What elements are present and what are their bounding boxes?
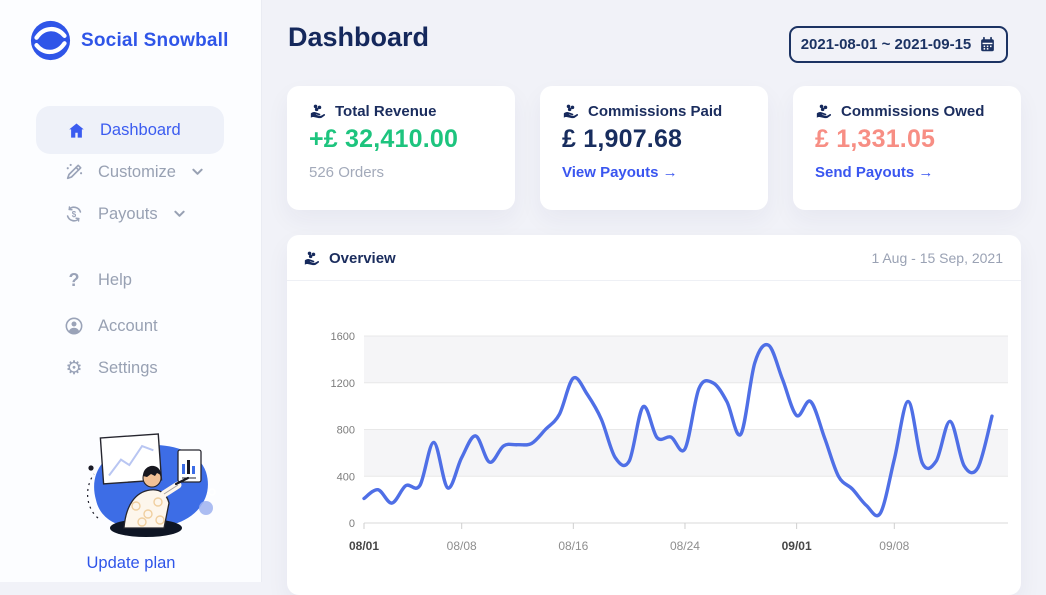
svg-text:400: 400 <box>337 471 355 483</box>
page-title: Dashboard <box>288 22 430 52</box>
overview-card: Overview 1 Aug - 15 Sep, 2021 0 400 800 120… <box>287 235 1021 595</box>
svg-text:08/24: 08/24 <box>670 539 700 553</box>
brand-logo[interactable]: Social Snowball <box>30 20 229 61</box>
svg-text:08/16: 08/16 <box>558 539 588 553</box>
svg-text:$: $ <box>72 210 77 219</box>
svg-text:09/08: 09/08 <box>879 539 909 553</box>
calendar-icon <box>979 36 996 53</box>
coins-in-hand-icon <box>562 103 579 120</box>
sidebar-item-label: Payouts <box>98 204 158 223</box>
question-mark-icon: ? <box>68 270 80 290</box>
coins-in-hand-icon <box>303 250 320 267</box>
send-payouts-link[interactable]: Send Payouts → <box>815 164 934 181</box>
commissions-owed-card: Commissions Owed £ 1,331.05 Send Payouts… <box>793 86 1021 210</box>
home-icon <box>66 121 86 140</box>
stat-card-title: Total Revenue <box>335 103 437 120</box>
sidebar: Social Snowball Dashboard Customize <box>0 0 262 582</box>
stat-card-title: Commissions Owed <box>841 103 985 120</box>
date-range-value: 2021-08-01 ~ 2021-09-15 <box>800 36 972 53</box>
overview-range-label: 1 Aug - 15 Sep, 2021 <box>871 250 1003 266</box>
sidebar-item-label: Dashboard <box>100 120 181 139</box>
refresh-dollar-icon: $ <box>64 204 84 224</box>
snowball-logo-icon <box>30 20 71 61</box>
svg-text:08/01: 08/01 <box>349 539 379 553</box>
gear-icon: ⚙ <box>65 358 83 379</box>
sidebar-item-help[interactable]: ? Help <box>64 270 132 291</box>
sidebar-item-label: Help <box>98 271 132 289</box>
svg-text:1200: 1200 <box>331 378 355 390</box>
coins-in-hand-icon <box>815 103 832 120</box>
stat-card-subtext: 526 Orders <box>309 164 385 181</box>
person-icon <box>64 316 84 336</box>
svg-text:0: 0 <box>349 518 355 530</box>
sidebar-item-label: Customize <box>98 162 176 181</box>
svg-text:1600: 1600 <box>331 331 355 343</box>
sidebar-item-customize[interactable]: Customize <box>64 162 203 182</box>
sidebar-item-label: Account <box>98 316 158 335</box>
svg-text:800: 800 <box>337 425 355 437</box>
svg-text:09/01: 09/01 <box>782 539 812 553</box>
date-range-picker[interactable]: 2021-08-01 ~ 2021-09-15 <box>789 26 1008 63</box>
chevron-down-icon <box>173 210 185 218</box>
overview-card-header: Overview 1 Aug - 15 Sep, 2021 <box>287 235 1021 281</box>
sidebar-item-payouts[interactable]: $ Payouts <box>64 204 185 224</box>
overview-line-chart: 0 400 800 1200 1600 08/01 08/08 08/16 08/24 09/01… <box>331 331 1008 553</box>
coins-in-hand-icon <box>309 103 326 120</box>
sidebar-item-label: Settings <box>98 359 158 377</box>
overview-title: Overview <box>329 249 396 267</box>
chevron-down-icon <box>192 168 203 176</box>
sidebar-item-settings[interactable]: ⚙ Settings <box>64 358 158 379</box>
stat-card-amount: +£ 32,410.00 <box>309 125 459 153</box>
view-payouts-link[interactable]: View Payouts → <box>562 164 678 181</box>
brand-name: Social Snowball <box>81 29 229 51</box>
commissions-paid-card: Commissions Paid £ 1,907.68 View Payouts… <box>540 86 768 210</box>
stat-card-amount: £ 1,907.68 <box>562 125 683 153</box>
sidebar-item-dashboard[interactable]: Dashboard <box>36 106 224 154</box>
design-pen-icon <box>64 162 84 182</box>
svg-text:08/08: 08/08 <box>447 539 477 553</box>
total-revenue-card: Total Revenue +£ 32,410.00 526 Orders <box>287 86 515 210</box>
sidebar-item-account[interactable]: Account <box>64 316 158 336</box>
update-plan-illustration <box>66 420 234 553</box>
update-plan-link[interactable]: Update plan <box>86 554 176 572</box>
stat-card-amount: £ 1,331.05 <box>815 125 936 153</box>
stat-card-title: Commissions Paid <box>588 103 723 120</box>
